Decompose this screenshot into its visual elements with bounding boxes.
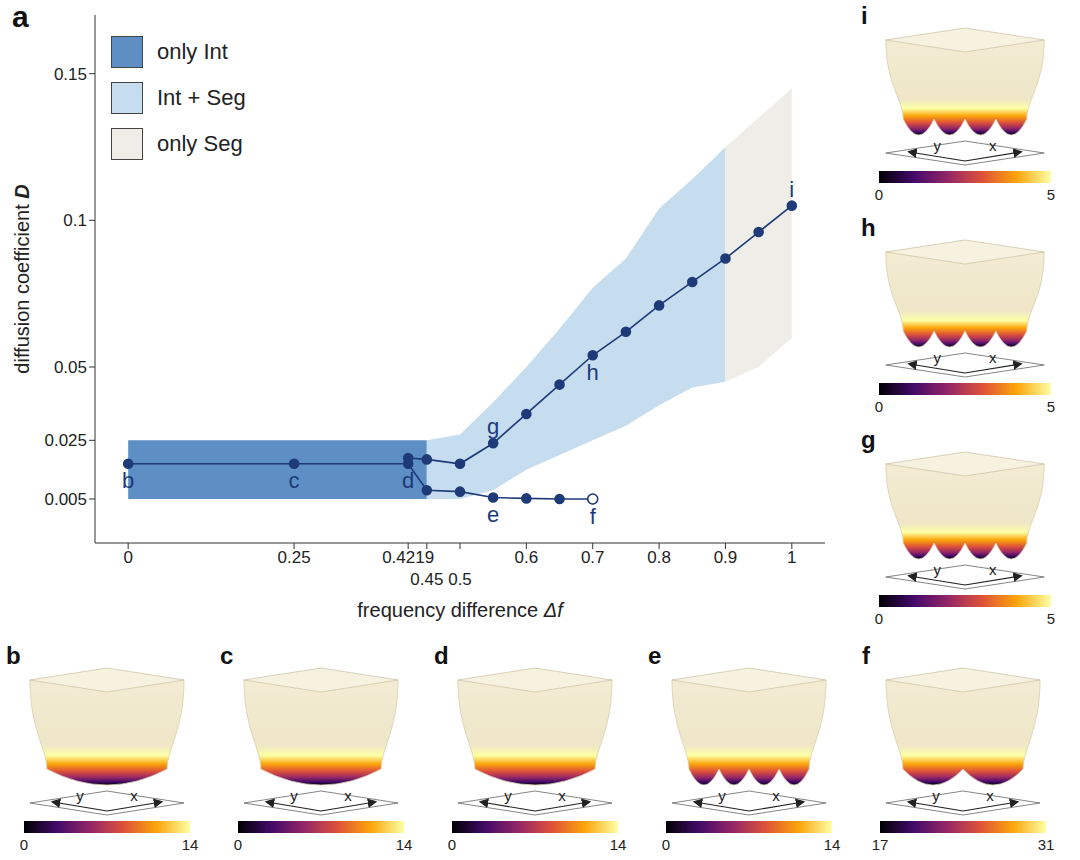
svg-text:0.25: 0.25 [278,548,311,567]
svg-text:14: 14 [396,836,413,853]
svg-text:x: x [986,787,994,804]
svg-text:0: 0 [448,836,456,853]
svg-text:y: y [934,561,942,578]
svg-text:5: 5 [1047,186,1055,203]
html-text:only Seg: only Seg [157,131,243,156]
svg-text:0: 0 [234,836,242,853]
svg-text:y: y [290,787,298,804]
svg-text:0.6: 0.6 [515,548,539,567]
svg-text:d: d [434,642,449,669]
svg-text:b: b [122,468,134,493]
svg-text:17: 17 [872,836,889,853]
svg-text:0: 0 [875,610,883,627]
svg-text:y: y [934,137,942,154]
svg-text:0.4219: 0.4219 [382,548,434,567]
svg-text:x: x [772,787,780,804]
svg-text:0: 0 [875,186,883,203]
svg-text:0.9: 0.9 [714,548,738,567]
svg-text:g: g [487,414,499,439]
svg-text:1: 1 [787,548,796,567]
svg-text:0.1: 0.1 [63,211,87,230]
html-text:only Int: only Int [157,39,228,64]
svg-text:14: 14 [182,836,199,853]
svg-text:0.7: 0.7 [581,548,605,567]
svg-text:0.5: 0.5 [448,570,472,589]
svg-text:0.025: 0.025 [44,431,87,450]
svg-text:i: i [789,177,794,202]
svg-text:frequency difference Δf: frequency difference Δf [357,599,565,621]
svg-text:b: b [6,642,21,669]
svg-text:e: e [487,502,499,527]
svg-text:diffusion coefficient D: diffusion coefficient D [11,184,33,373]
svg-text:0.05: 0.05 [54,358,87,377]
svg-text:0.45: 0.45 [410,570,443,589]
svg-text:x: x [344,787,352,804]
svg-text:y: y [932,787,940,804]
svg-text:14: 14 [824,836,841,853]
svg-text:0.15: 0.15 [54,65,87,84]
svg-text:0.005: 0.005 [44,490,87,509]
svg-text:f: f [590,504,597,529]
svg-text:y: y [504,787,512,804]
svg-text:5: 5 [1047,398,1055,415]
svg-text:5: 5 [1047,610,1055,627]
html-text:Int + Seg: Int + Seg [157,85,246,110]
svg-text:f: f [862,642,871,669]
svg-text:y: y [934,349,942,366]
svg-text:14: 14 [610,836,627,853]
svg-text:x: x [989,349,997,366]
svg-text:x: x [130,787,138,804]
html-text:a: a [12,0,29,33]
svg-text:x: x [558,787,566,804]
svg-text:g: g [861,426,876,453]
svg-text:h: h [861,214,876,241]
svg-text:d: d [402,468,414,493]
svg-text:x: x [989,561,997,578]
svg-text:x: x [989,137,997,154]
svg-text:0: 0 [662,836,670,853]
svg-text:y: y [76,787,84,804]
svg-text:h: h [587,360,599,385]
svg-text:0: 0 [123,548,132,567]
svg-text:c: c [289,468,300,493]
svg-text:i: i [861,2,868,29]
svg-text:0: 0 [875,398,883,415]
svg-text:31: 31 [1038,836,1055,853]
svg-text:0: 0 [20,836,28,853]
svg-text:0.8: 0.8 [647,548,671,567]
svg-text:y: y [718,787,726,804]
svg-text:e: e [648,642,661,669]
svg-text:c: c [220,642,233,669]
